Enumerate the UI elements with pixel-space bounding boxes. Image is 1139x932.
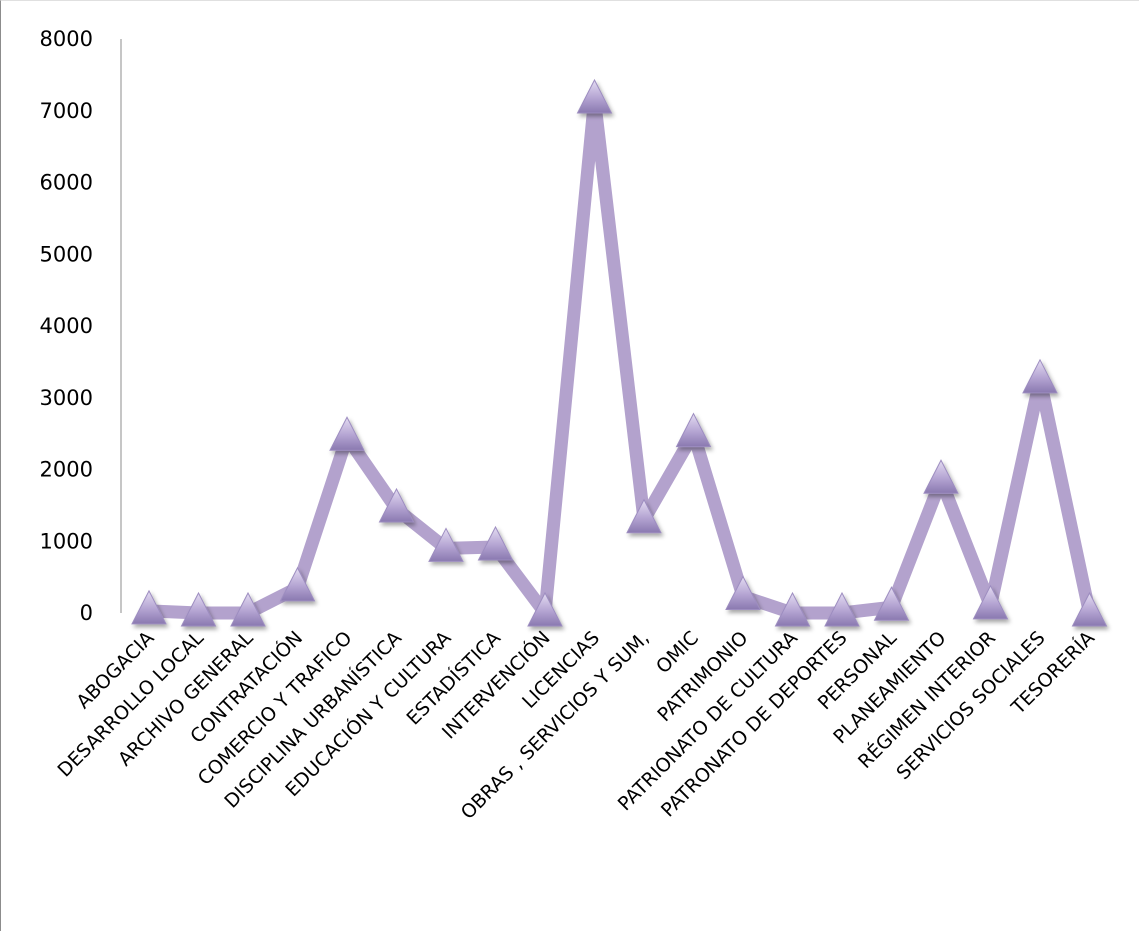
data-point-marker	[527, 591, 563, 627]
y-tick-label: 0	[80, 601, 93, 625]
data-point-marker	[626, 498, 662, 534]
y-tick-label: 8000	[40, 27, 93, 51]
data-point-marker	[675, 412, 712, 448]
data-point-marker	[180, 591, 217, 627]
series-markers	[131, 78, 1108, 627]
data-point-marker	[230, 591, 266, 627]
data-point-marker	[378, 487, 415, 523]
data-point-marker	[972, 584, 1009, 620]
data-point-marker	[725, 575, 761, 610]
data-point-marker	[428, 527, 464, 562]
y-tick-label: 6000	[40, 171, 93, 195]
data-point-marker	[824, 591, 860, 627]
y-tick-label: 3000	[40, 386, 93, 410]
data-point-marker	[923, 459, 959, 494]
y-tick-label: 1000	[40, 529, 93, 553]
series-line	[142, 93, 1096, 620]
data-point-marker	[131, 589, 167, 625]
data-point-marker	[477, 525, 514, 561]
data-point-marker	[873, 586, 910, 621]
data-point-marker	[774, 591, 811, 627]
data-point-marker	[279, 566, 316, 602]
data-point-marker	[576, 78, 613, 114]
y-axis-ticks: 0 1000 2000 3000 4000 5000 6000 7000 8000	[40, 27, 93, 625]
y-tick-label: 7000	[40, 99, 93, 123]
y-tick-label: 4000	[40, 314, 93, 338]
data-point-marker	[1071, 591, 1108, 627]
y-tick-label: 2000	[40, 458, 93, 482]
data-point-marker	[329, 416, 365, 451]
y-tick-label: 5000	[40, 242, 93, 266]
data-point-marker	[1022, 358, 1058, 394]
